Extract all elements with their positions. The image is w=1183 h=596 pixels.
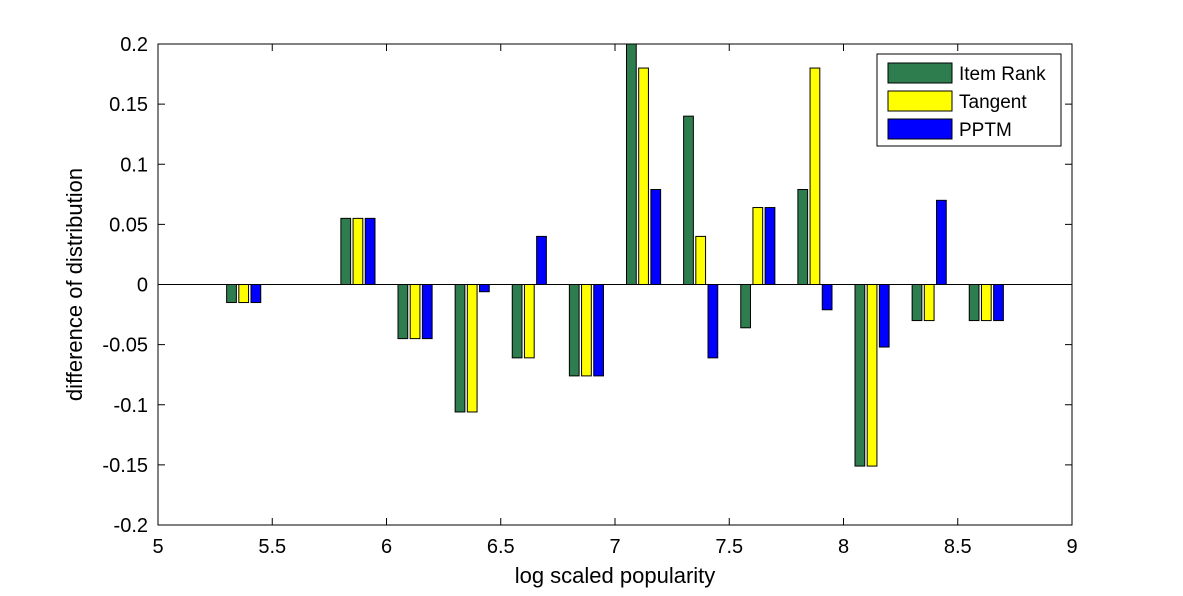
- y-tick-label: 0.05: [109, 214, 148, 236]
- y-tick-label: 0.2: [120, 34, 148, 56]
- bar-pptm-5: [593, 284, 604, 377]
- bar-tangent-12: [980, 284, 992, 322]
- bar-item-rank-0: [226, 284, 237, 304]
- bar-tangent-11: [923, 284, 935, 322]
- legend-label-tangent: Tangent: [959, 92, 1027, 113]
- bar-pptm-12: [993, 284, 1004, 322]
- x-tick-label: 7.5: [715, 536, 743, 558]
- bar-tangent-2: [409, 284, 421, 340]
- bar-item-rank-2: [397, 284, 409, 340]
- ticks-layer: 5 5.5 6 6.5 7 7.5 8 8.5 9 -0.2 -0.15 -0.1 -0.05 0 0.05…: [102, 34, 1077, 558]
- x-tick-label: 9: [1066, 536, 1077, 558]
- x-tick-label: 5.5: [258, 536, 286, 558]
- bar-tangent-8: [752, 207, 764, 285]
- bar-tangent-7: [695, 235, 707, 285]
- y-tick-label: 0: [137, 275, 148, 297]
- bar-pptm-11: [935, 199, 947, 285]
- bar-pptm-1: [364, 217, 376, 285]
- bar-tangent-6: [638, 67, 649, 285]
- x-tick-label: 8.5: [944, 536, 972, 558]
- legend-swatch-tangent: [887, 90, 953, 112]
- bar-tangent-10: [866, 284, 878, 467]
- bar-tangent-9: [809, 67, 821, 285]
- bar-pptm-3: [478, 284, 490, 293]
- y-tick-label: 0.15: [109, 94, 148, 116]
- x-tick-label: 6: [381, 536, 392, 558]
- x-axis-label: log scaled popularity: [515, 563, 716, 588]
- x-tick-label: 5: [152, 536, 163, 558]
- bar-tangent-5: [581, 284, 592, 377]
- bar-tangent-0: [238, 284, 250, 304]
- bar-pptm-2: [421, 284, 433, 340]
- bar-pptm-7: [707, 284, 719, 359]
- bar-pptm-10: [878, 284, 890, 348]
- y-axis-label: difference of distribution: [62, 168, 87, 401]
- legend-label-pptm: PPTM: [959, 120, 1012, 141]
- bar-item-rank-12: [968, 284, 980, 322]
- y-tick-label: -0.2: [114, 515, 148, 537]
- y-tick-label: -0.15: [102, 455, 148, 477]
- bar-item-rank-8: [740, 284, 752, 329]
- bar-item-rank-6: [626, 43, 637, 285]
- bar-pptm-0: [250, 284, 262, 304]
- legend-label-item-rank: Item Rank: [959, 64, 1046, 85]
- bar-tangent-1: [352, 217, 364, 285]
- y-tick-label: 0.1: [120, 154, 148, 176]
- bar-item-rank-10: [854, 284, 866, 467]
- x-tick-label: 6.5: [487, 536, 515, 558]
- y-tick-label: -0.1: [114, 395, 148, 417]
- bar-item-rank-5: [568, 284, 580, 377]
- legend-swatch-pptm: [887, 118, 953, 140]
- bar-item-rank-1: [340, 217, 352, 285]
- y-tick-label: -0.05: [102, 335, 148, 357]
- bar-pptm-9: [821, 284, 833, 311]
- x-tick-label: 7: [609, 536, 620, 558]
- legend: Item Rank Tangent PPTM: [876, 53, 1062, 147]
- legend-swatch-item-rank: [887, 62, 953, 84]
- bar-pptm-6: [650, 189, 662, 285]
- bar-tangent-3: [466, 284, 478, 413]
- bar-item-rank-7: [683, 115, 694, 286]
- x-tick-label: 8: [838, 536, 849, 558]
- bar-pptm-8: [764, 207, 776, 285]
- bar-item-rank-9: [797, 189, 809, 285]
- bar-item-rank-4: [511, 284, 523, 359]
- bar-pptm-4: [536, 235, 547, 285]
- bar-item-rank-3: [454, 284, 466, 413]
- bar-tangent-4: [523, 284, 535, 359]
- bar-item-rank-11: [911, 284, 923, 322]
